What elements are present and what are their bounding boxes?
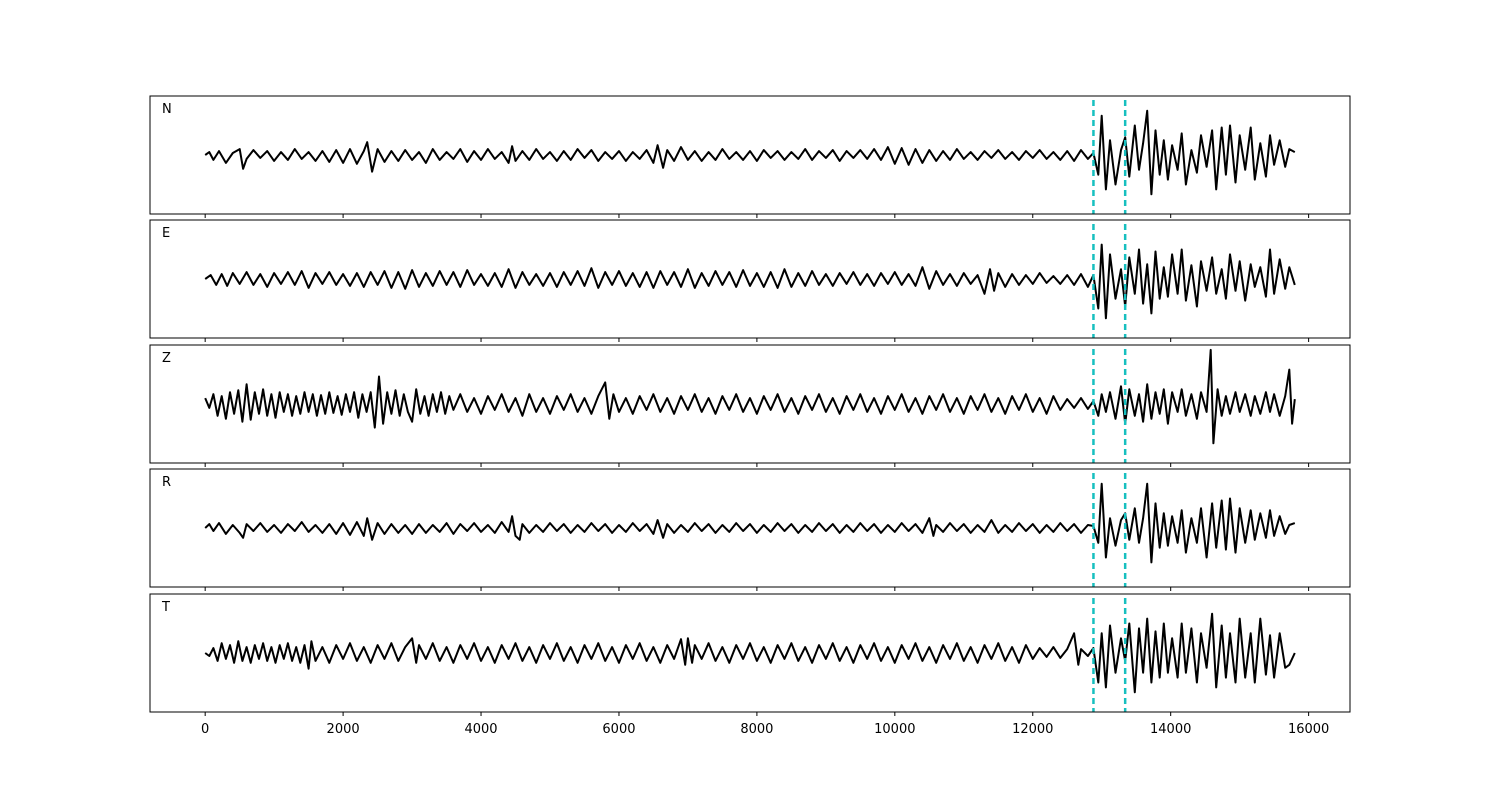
x-tick-label: 4000 bbox=[464, 722, 497, 737]
panel-frame bbox=[149, 344, 1351, 464]
x-axis: 0 2000 4000 6000 8000 10000 12000 14000 16000 bbox=[201, 722, 1329, 737]
x-tick-label: 10000 bbox=[874, 722, 915, 737]
component-label-r: R bbox=[162, 475, 171, 490]
component-label-e: E bbox=[162, 226, 170, 241]
x-tick-label: 0 bbox=[201, 722, 209, 737]
trace-panels: N E Z R T bbox=[149, 95, 1351, 716]
panel-z: Z bbox=[149, 344, 1351, 467]
x-tick-label: 8000 bbox=[740, 722, 773, 737]
component-label-t: T bbox=[161, 600, 170, 615]
trace-line-t bbox=[204, 612, 1296, 694]
component-label-n: N bbox=[162, 102, 172, 117]
trace-line-n bbox=[204, 109, 1296, 196]
panel-n: N bbox=[149, 95, 1351, 218]
x-tick-label: 12000 bbox=[1012, 722, 1053, 737]
panel-frame bbox=[149, 593, 1351, 713]
x-tick-label: 2000 bbox=[327, 722, 360, 737]
component-label-z: Z bbox=[162, 351, 171, 366]
panel-frame bbox=[149, 95, 1351, 215]
panel-t: T bbox=[149, 593, 1351, 716]
trace-line-z bbox=[204, 348, 1296, 445]
x-tick-label: 16000 bbox=[1288, 722, 1329, 737]
panel-frame bbox=[149, 468, 1351, 588]
x-tick-label: 6000 bbox=[602, 722, 635, 737]
panel-frame bbox=[149, 219, 1351, 339]
trace-line-e bbox=[204, 243, 1296, 320]
panel-e: E bbox=[149, 219, 1351, 342]
trace-line-r bbox=[204, 482, 1296, 564]
panel-r: R bbox=[149, 468, 1351, 591]
x-tick-label: 14000 bbox=[1150, 722, 1191, 737]
